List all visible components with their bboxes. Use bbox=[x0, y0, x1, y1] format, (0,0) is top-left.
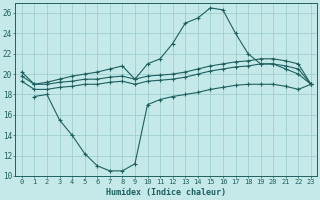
X-axis label: Humidex (Indice chaleur): Humidex (Indice chaleur) bbox=[106, 188, 226, 197]
